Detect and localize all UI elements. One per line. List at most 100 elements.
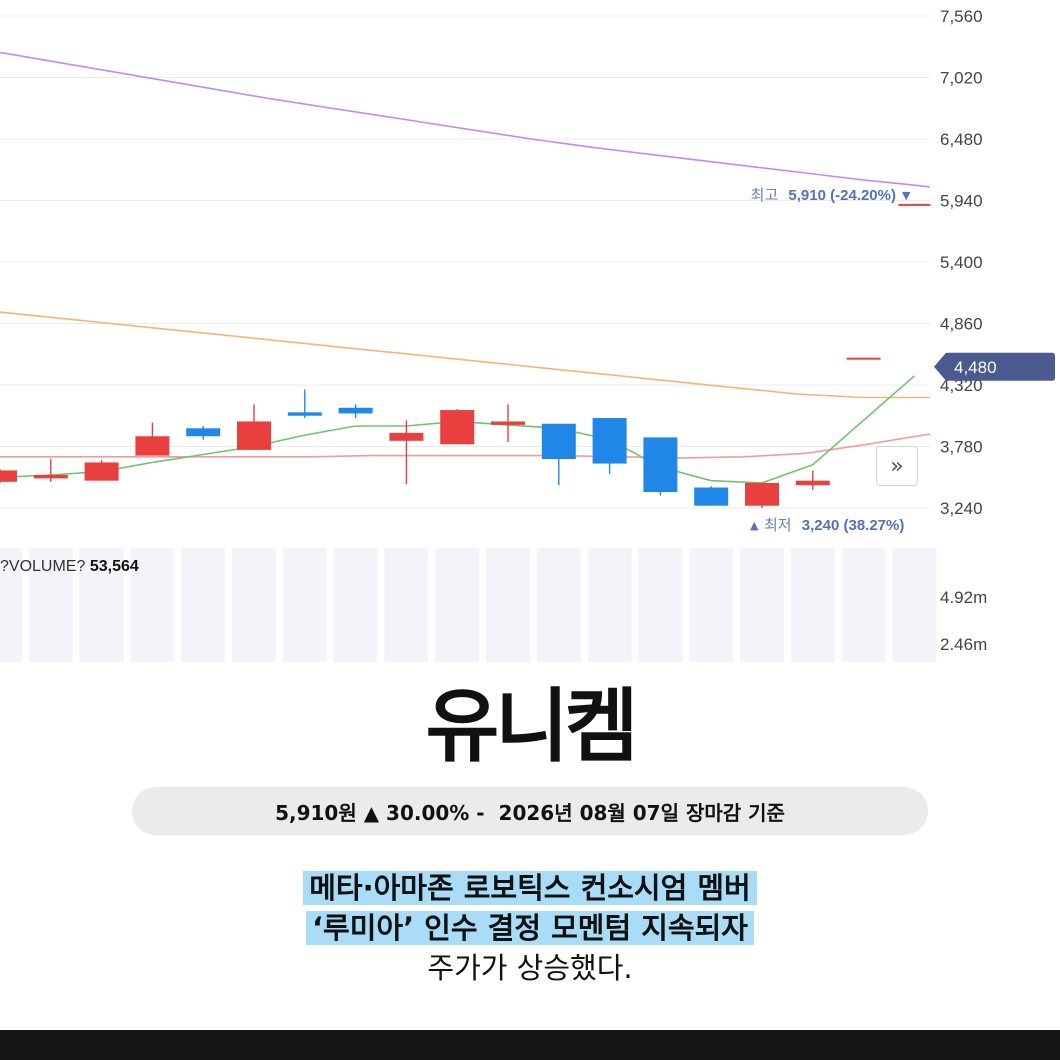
candle-body bbox=[186, 428, 221, 437]
current-price-tag: 4,480 bbox=[934, 352, 1055, 381]
candle bbox=[0, 469, 17, 483]
volume-bar bbox=[130, 548, 175, 662]
svg-text:최저 3,240 (38.27%): 최저 3,240 (38.27%) bbox=[764, 517, 904, 534]
volume-bar bbox=[689, 548, 734, 662]
candle-body bbox=[237, 421, 271, 450]
candle bbox=[135, 422, 170, 456]
y-tick-label: 3,240 bbox=[940, 499, 983, 518]
footer-bar bbox=[0, 1030, 1060, 1060]
candle bbox=[898, 203, 931, 206]
volume-bar bbox=[790, 548, 835, 662]
volume-value: 53,564 bbox=[89, 558, 139, 575]
low-annotation-prefix: 최저 bbox=[764, 517, 792, 534]
candle-body bbox=[84, 462, 119, 481]
candle-body bbox=[0, 470, 17, 482]
low-annotation-value: 3,240 (38.27%) bbox=[802, 517, 905, 534]
stock-chart: 7,5607,0206,4805,9405,4004,8604,3203,780… bbox=[0, 7, 1055, 662]
volume-tick-label: 4.92m bbox=[940, 588, 987, 607]
volume-bar bbox=[740, 548, 784, 662]
candle bbox=[389, 420, 424, 485]
candle-body bbox=[694, 487, 729, 506]
candle-body bbox=[541, 423, 576, 460]
candle bbox=[84, 460, 119, 481]
candle bbox=[643, 437, 678, 496]
stock-name: 유니켐 bbox=[425, 680, 639, 773]
candle-body bbox=[338, 407, 373, 414]
scroll-right-button[interactable]: » bbox=[876, 446, 918, 486]
volume-axis-ticks: 4.92m 2.46m bbox=[940, 588, 987, 654]
moving-average-line bbox=[0, 311, 930, 399]
y-tick-label: 6,480 bbox=[940, 130, 983, 149]
y-tick-label: 4,860 bbox=[940, 315, 983, 334]
candle bbox=[694, 486, 729, 506]
y-axis-ticks: 7,5607,0206,4805,9405,4004,8604,3203,780… bbox=[940, 7, 983, 518]
volume-label-name: ?VOLUME? bbox=[0, 558, 86, 575]
y-tick-label: 7,560 bbox=[940, 7, 983, 26]
candle bbox=[440, 408, 475, 445]
headline-line-2: ‘루미아’ 인수 결정 모멘텀 지속되자 bbox=[306, 911, 754, 945]
headline-line-1: 메타·아마존 로보틱스 컨소시엄 멤버 bbox=[303, 871, 757, 905]
candle-body bbox=[440, 410, 475, 445]
candle bbox=[846, 357, 881, 360]
candle-body bbox=[795, 480, 830, 486]
low-annotation: ▲ 최저 3,240 (38.27%) bbox=[750, 517, 904, 534]
volume-bar bbox=[435, 548, 480, 662]
price-tag-shape bbox=[934, 352, 1055, 381]
double-chevron-right-icon: » bbox=[890, 453, 904, 479]
high-annotation-arrow: ▼ bbox=[902, 189, 911, 202]
volume-bar bbox=[79, 548, 124, 662]
headline-line-3: 주가가 상승했다. bbox=[427, 951, 633, 985]
volume-bar bbox=[282, 548, 327, 662]
volume-tick-label: 2.46m bbox=[940, 635, 987, 654]
y-tick-label: 7,020 bbox=[940, 69, 983, 88]
candle-body bbox=[33, 474, 68, 479]
moving-average-line bbox=[0, 433, 931, 459]
current-price-label: 4,480 bbox=[954, 358, 997, 377]
candle bbox=[237, 404, 271, 450]
candle-body bbox=[898, 203, 931, 206]
y-tick-label: 5,940 bbox=[940, 192, 983, 211]
candle bbox=[491, 404, 525, 442]
high-annotation-value: 5,910 (-24.20%) bbox=[788, 187, 896, 204]
volume-bar bbox=[892, 548, 937, 662]
high-annotation-prefix: 최고 bbox=[751, 187, 779, 204]
volume-bar bbox=[384, 548, 429, 662]
high-annotation: 최고 5,910 (-24.20%) ▼ bbox=[751, 187, 911, 204]
candle bbox=[33, 459, 68, 482]
candle-body bbox=[643, 437, 678, 493]
volume-bar bbox=[232, 548, 276, 662]
volume-bar bbox=[638, 548, 683, 662]
volume-label: ?VOLUME? 53,564 bbox=[0, 558, 139, 576]
low-annotation-arrow: ▲ bbox=[750, 519, 759, 532]
candle bbox=[287, 389, 322, 419]
volume-bars bbox=[0, 548, 937, 662]
volume-bar bbox=[333, 548, 378, 662]
candle-body bbox=[592, 418, 627, 464]
candle-body bbox=[846, 357, 881, 360]
volume-bar bbox=[587, 548, 632, 662]
candle-body bbox=[389, 432, 424, 441]
volume-bar bbox=[28, 548, 73, 662]
candle bbox=[592, 418, 627, 474]
grid-lines bbox=[0, 15, 930, 509]
candle-body bbox=[745, 482, 779, 506]
candle-body bbox=[135, 436, 170, 456]
price-info-bar: 5,910원 ▲ 30.00% - 2026년 08월 07일 장마감 기준 bbox=[132, 787, 928, 835]
candle-body bbox=[491, 421, 525, 425]
y-tick-label: 5,400 bbox=[940, 253, 983, 272]
headline: 메타·아마존 로보틱스 컨소시엄 멤버 ‘루미아’ 인수 결정 모멘텀 지속되자… bbox=[0, 868, 1060, 988]
svg-text:최고 5,910 (-24.20%): 최고 5,910 (-24.20%) bbox=[751, 187, 896, 204]
candle bbox=[541, 423, 576, 486]
candles bbox=[0, 203, 931, 508]
volume-bar bbox=[0, 548, 22, 662]
candle bbox=[795, 470, 830, 490]
moving-average-line bbox=[0, 51, 931, 188]
y-tick-label: 3,780 bbox=[940, 438, 983, 457]
candle-body bbox=[287, 412, 322, 416]
volume-bar bbox=[841, 548, 886, 662]
candle bbox=[338, 404, 373, 419]
volume-bar bbox=[536, 548, 581, 662]
candle bbox=[186, 426, 221, 440]
volume-bar bbox=[181, 548, 226, 662]
candle bbox=[745, 482, 779, 508]
